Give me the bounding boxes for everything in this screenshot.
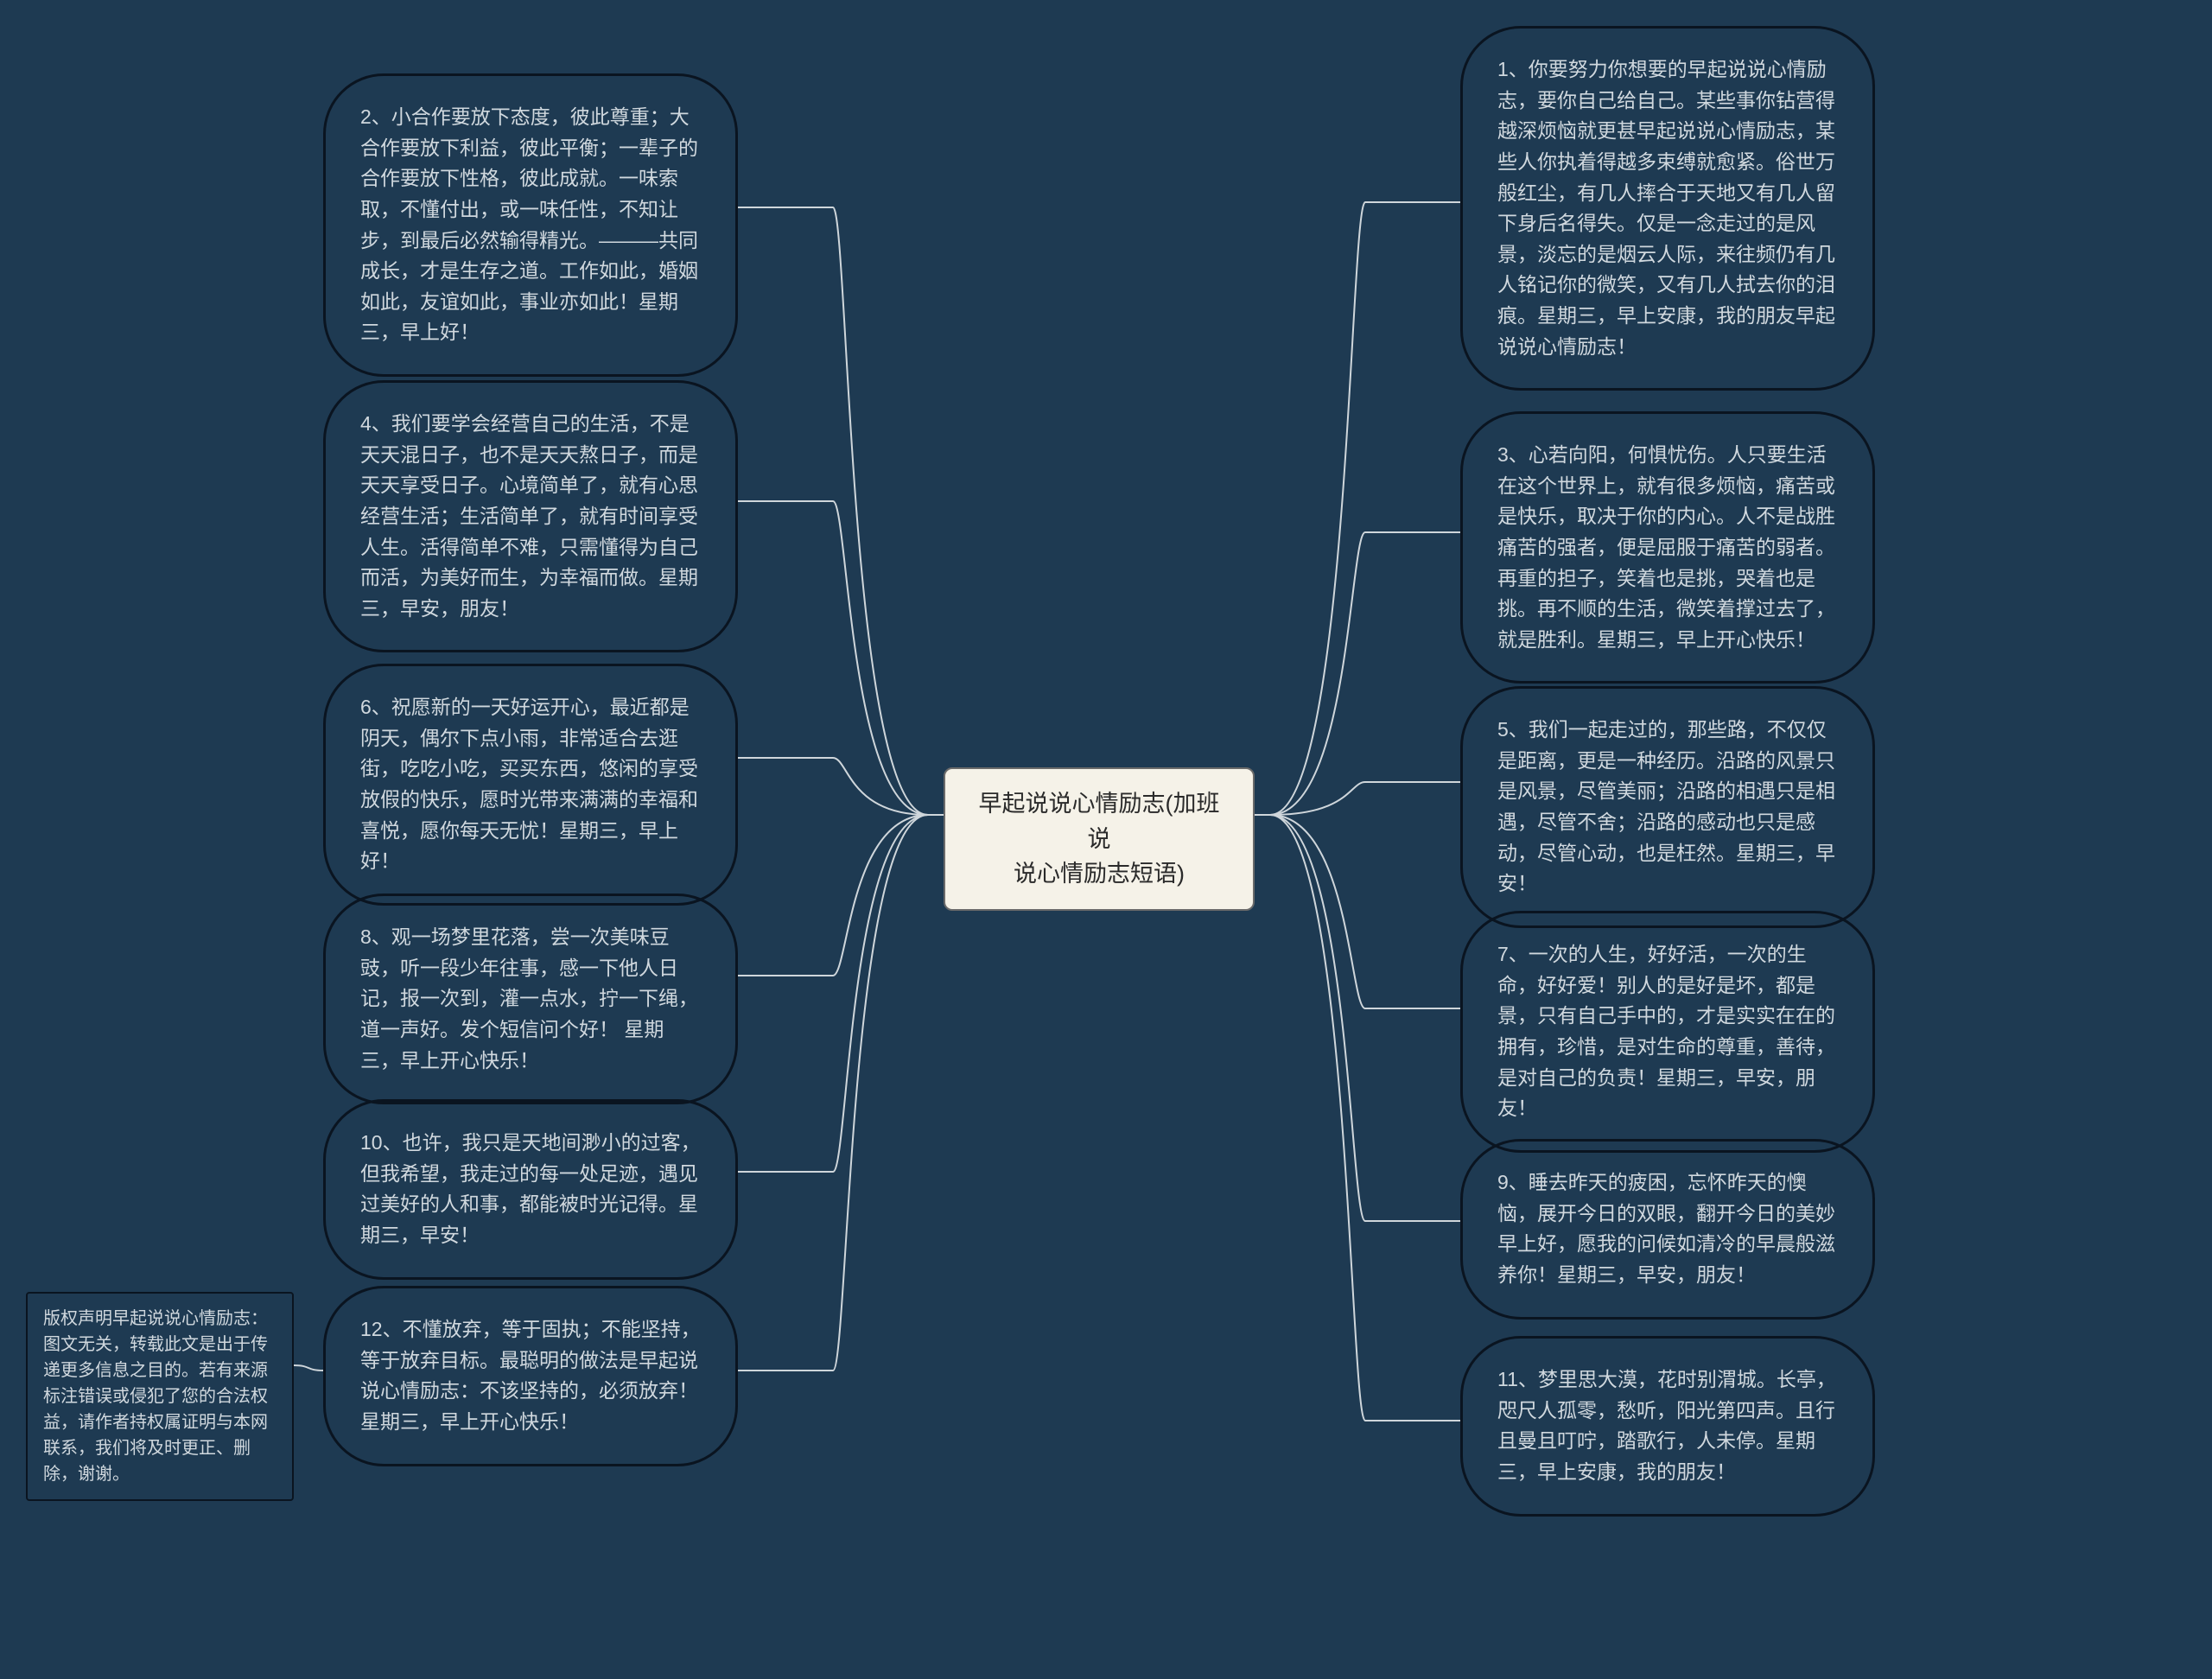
leaf-node-n8: 8、观一场梦里花落，尝一次美味豆豉，听一段少年往事，感一下他人日记，报一次到，灌…: [323, 894, 738, 1104]
leaf-node-n3: 3、心若向阳，何惧忧伤。人只要生活在这个世界上，就有很多烦恼，痛苦或是快乐，取决…: [1460, 411, 1875, 684]
copyright-note: 版权声明早起说说心情励志：图文无关，转载此文是出于传递更多信息之目的。若有来源标…: [26, 1292, 294, 1501]
leaf-node-n12: 12、不懂放弃，等于固执；不能坚持，等于放弃目标。最聪明的做法是早起说说心情励志…: [323, 1286, 738, 1466]
leaf-node-n1: 1、你要努力你想要的早起说说心情励志，要你自己给自己。某些事你钻营得越深烦恼就更…: [1460, 26, 1875, 391]
leaf-node-n5: 5、我们一起走过的，那些路，不仅仅是距离，更是一种经历。沿路的风景只是风景，尽管…: [1460, 686, 1875, 928]
leaf-node-n2: 2、小合作要放下态度，彼此尊重；大合作要放下利益，彼此平衡；一辈子的合作要放下性…: [323, 73, 738, 377]
leaf-node-n11: 11、梦里思大漠，花时别渭城。长亭，咫尺人孤零，愁听，阳光第四声。且行且曼且叮咛…: [1460, 1336, 1875, 1517]
leaf-node-n4: 4、我们要学会经营自己的生活，不是天天混日子，也不是天天熬日子，而是天天享受日子…: [323, 380, 738, 652]
mindmap-canvas: 早起说说心情励志(加班说 说心情励志短语) 2、小合作要放下态度，彼此尊重；大合作…: [0, 0, 2212, 1679]
leaf-node-n10: 10、也许，我只是天地间渺小的过客，但我希望，我走过的每一处足迹，遇见过美好的人…: [323, 1099, 738, 1280]
leaf-node-n7: 7、一次的人生，好好活，一次的生命，好好爱！别人的是好是坏，都是景，只有自己手中…: [1460, 911, 1875, 1153]
leaf-node-n9: 9、睡去昨天的疲困，忘怀昨天的懊恼，展开今日的双眼，翻开今日的美妙早上好，愿我的…: [1460, 1139, 1875, 1320]
center-node: 早起说说心情励志(加班说 说心情励志短语): [944, 767, 1255, 911]
leaf-node-n6: 6、祝愿新的一天好运开心，最近都是阴天，偶尔下点小雨，非常适合去逛街，吃吃小吃，…: [323, 664, 738, 906]
